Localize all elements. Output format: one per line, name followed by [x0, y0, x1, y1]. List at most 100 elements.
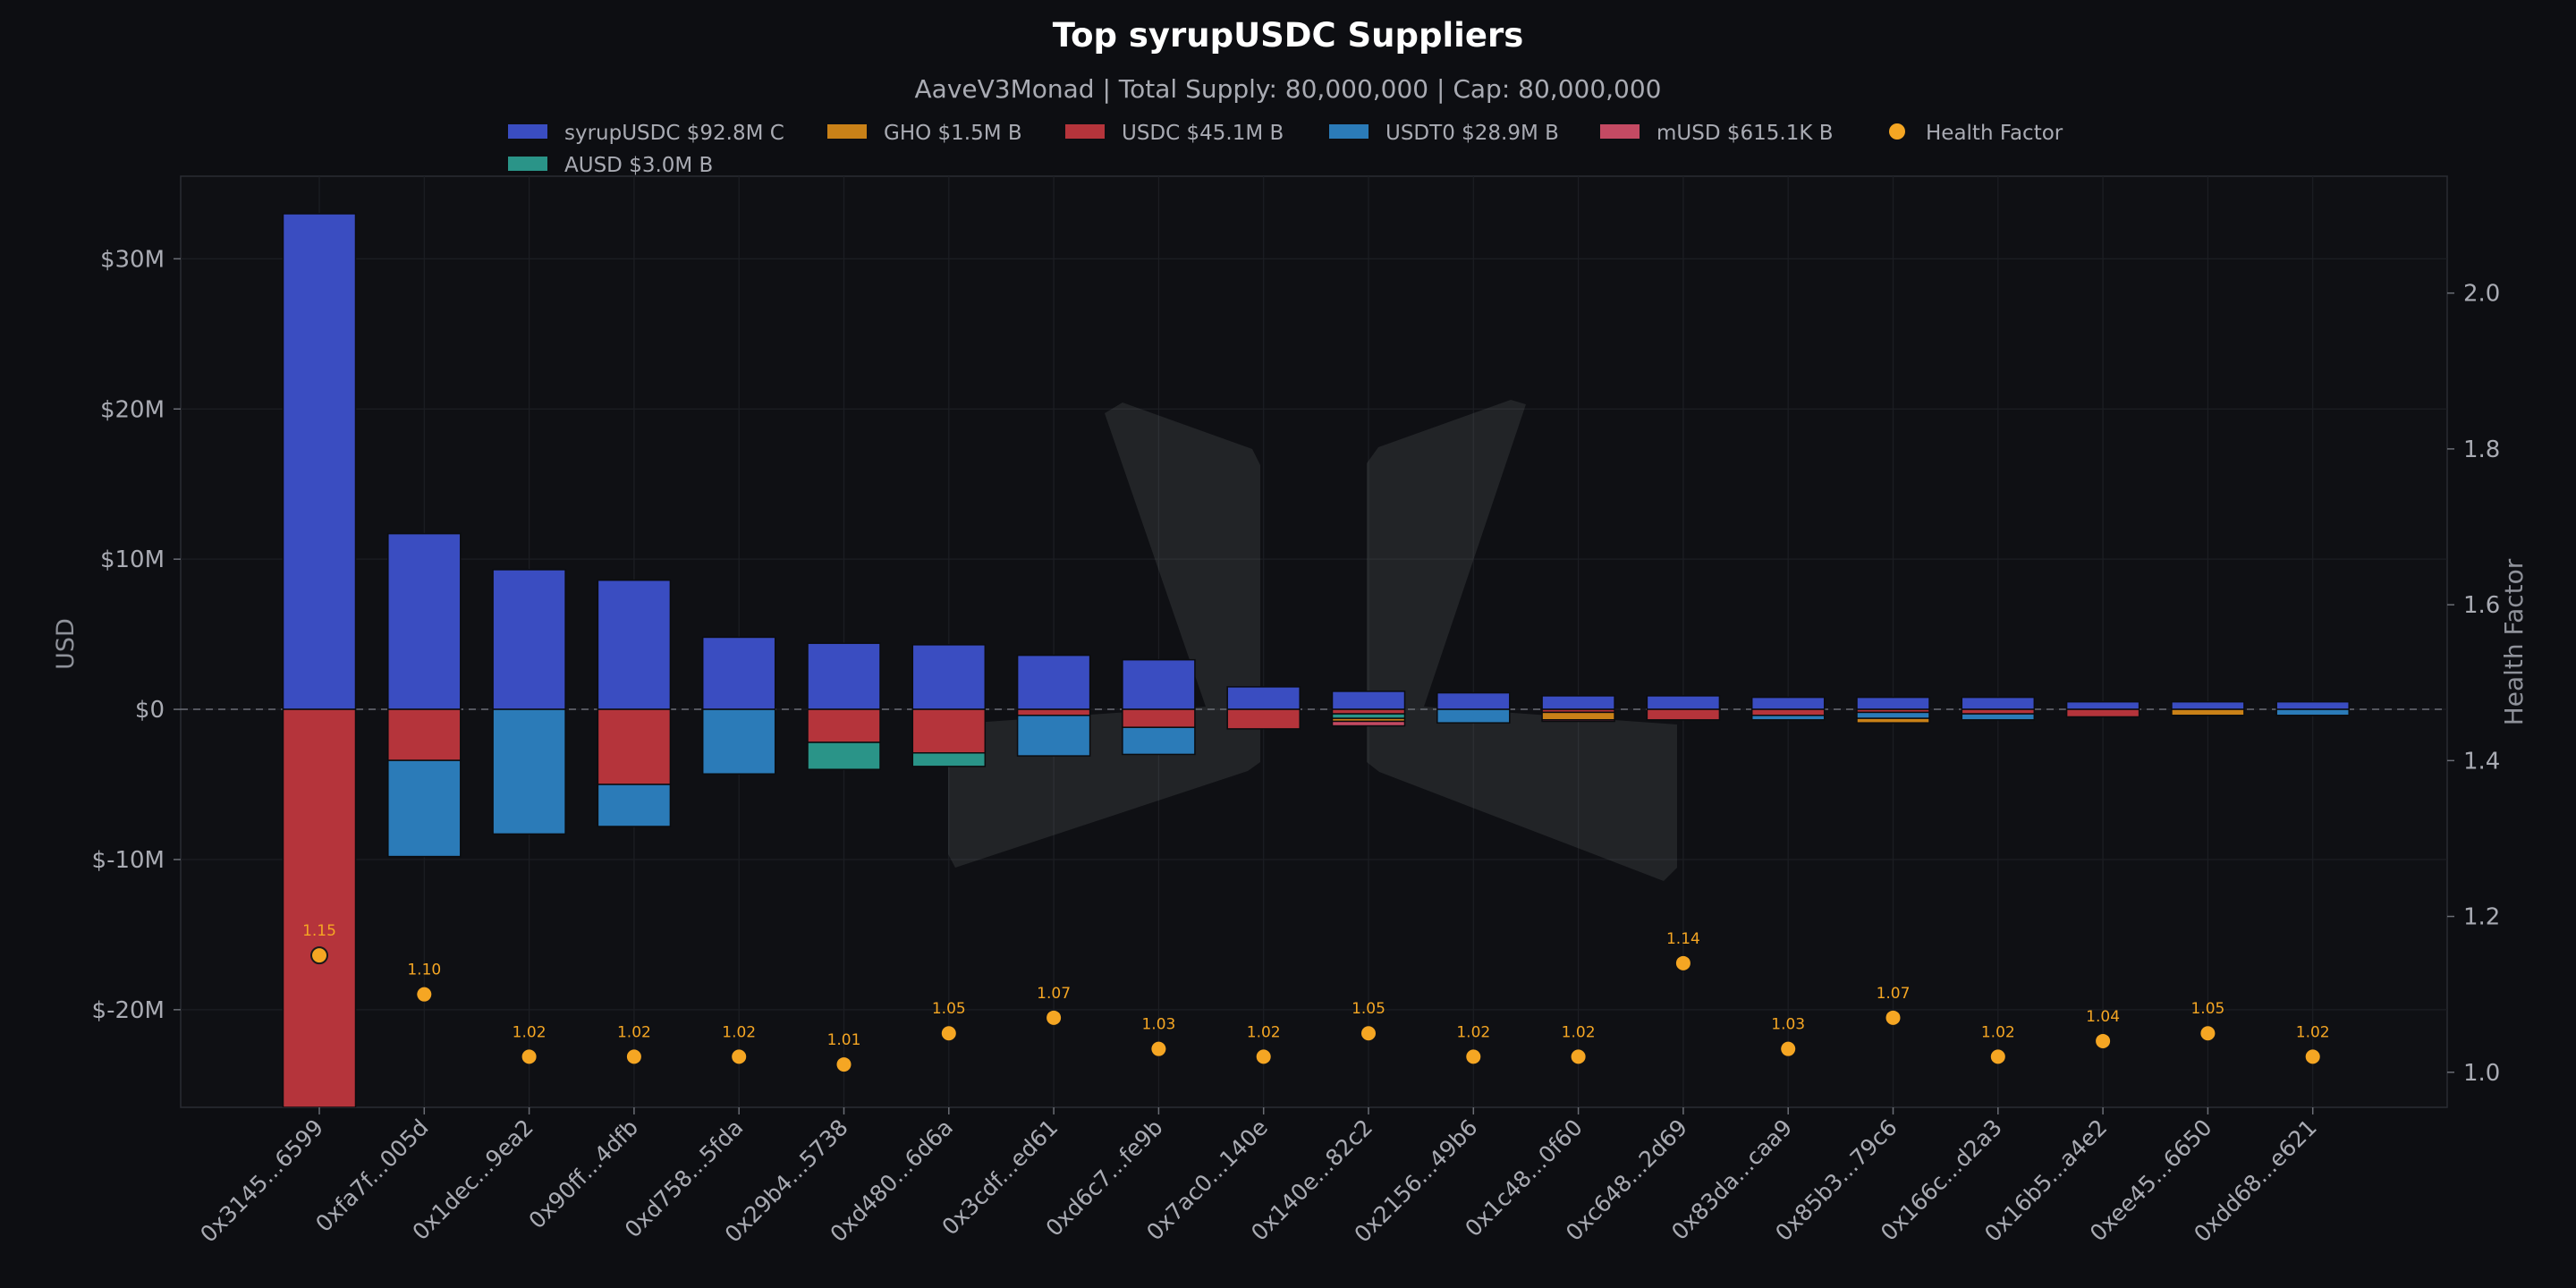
legend-swatch-usdt0	[1329, 124, 1368, 139]
bar-usdc-6	[911, 708, 987, 754]
health-factor-label: 1.05	[1352, 1000, 1385, 1018]
bar-usdc-3	[597, 708, 672, 785]
bar-usdc-10	[1331, 708, 1406, 715]
bar-syrupusdc-9	[1226, 686, 1301, 710]
y2-axis-title: Health Factor	[2499, 558, 2529, 725]
legend-label-ausd: AUSD $3.0M B	[564, 154, 713, 177]
bar-usdt0-15	[1856, 711, 1930, 719]
health-factor-point	[310, 946, 328, 965]
legend-label-usdc: USDC $45.1M B	[1122, 122, 1284, 145]
health-factor-label: 1.10	[407, 962, 441, 979]
bar-gho-18	[2171, 708, 2245, 716]
bar-musd-12	[1541, 719, 1615, 723]
bar-ausd-10	[1331, 713, 1406, 719]
bar-syrupusdc-12	[1541, 695, 1615, 710]
bar-gho-15	[1856, 717, 1930, 724]
health-factor-label: 1.05	[932, 1000, 966, 1018]
health-factor-point	[1466, 1049, 1481, 1064]
health-factor-point	[1151, 1041, 1166, 1056]
bar-syrupusdc-6	[911, 644, 987, 710]
bar-syrupusdc-3	[597, 579, 672, 710]
bar-syrupusdc-18	[2171, 700, 2245, 710]
health-factor-point	[521, 1049, 537, 1064]
y-axis-ticks: $30M $20M $10M $0 $-10M $-20M	[92, 246, 181, 1024]
health-factor-label: 1.02	[1562, 1023, 1596, 1041]
watermark-logo-right-stroke	[1367, 400, 1677, 881]
bar-syrupusdc-11	[1436, 691, 1511, 710]
bar-syrupusdc-14	[1750, 696, 1826, 710]
bar-syrupusdc-0	[282, 213, 357, 710]
health-factor-point	[626, 1049, 641, 1064]
health-factor-label: 1.04	[2086, 1008, 2120, 1026]
bar-syrupusdc-7	[1016, 654, 1091, 710]
y2-tick-label: 2.0	[2463, 281, 2500, 308]
bar-syrupusdc-15	[1856, 696, 1930, 710]
health-factor-label: 1.03	[1771, 1016, 1805, 1034]
bar-usdc-17	[2065, 708, 2140, 718]
health-factor-point	[1361, 1026, 1376, 1041]
health-factor-point	[836, 1057, 852, 1072]
y2-tick-label: 1.8	[2463, 436, 2500, 463]
y-axis-title: USD	[52, 618, 80, 670]
bar-group	[282, 213, 2350, 1107]
bar-usdc-13	[1646, 708, 1721, 721]
health-factor-label: 1.02	[617, 1023, 651, 1041]
bar-ausd-6	[911, 751, 987, 767]
y-tick-label: $-20M	[92, 997, 165, 1024]
health-factor-point	[1046, 1010, 1062, 1025]
bar-musd-10	[1331, 720, 1406, 727]
bar-gho-12	[1541, 711, 1615, 721]
health-factor-label: 1.02	[722, 1023, 756, 1041]
legend-swatch-usdc	[1065, 124, 1105, 139]
health-factor-point	[1885, 1010, 1901, 1025]
bar-syrupusdc-2	[492, 569, 566, 710]
health-factor-point	[1675, 955, 1690, 970]
bar-syrupusdc-13	[1646, 695, 1721, 710]
bar-syrupusdc-17	[2065, 700, 2140, 710]
health-factor-label: 1.07	[1037, 985, 1071, 1003]
health-factor-label: 1.02	[513, 1023, 547, 1041]
chart-subtitle: AaveV3Monad | Total Supply: 80,000,000 |…	[915, 74, 1662, 104]
health-factor-label: 1.02	[1981, 1023, 2015, 1041]
health-factor-point	[2200, 1026, 2216, 1041]
y-tick-label: $30M	[100, 246, 165, 273]
bar-usdc-9	[1226, 708, 1301, 730]
bar-syrupusdc-4	[701, 636, 776, 710]
bar-usdc-0	[282, 708, 357, 1107]
health-factor-label: 1.05	[2190, 1000, 2224, 1018]
legend-swatch-syrupusdc	[508, 124, 547, 139]
legend-marker-health-factor	[1889, 123, 1905, 140]
y2-tick-label: 1.4	[2463, 748, 2500, 775]
bar-ausd-5	[807, 741, 881, 770]
health-factor-point	[2096, 1033, 2111, 1048]
legend-label-musd: mUSD $615.1K B	[1657, 122, 1834, 145]
health-factor-label: 1.02	[1456, 1023, 1490, 1041]
bar-usdc-14	[1750, 708, 1826, 716]
chart-title: Top syrupUSDC Suppliers	[1053, 16, 1523, 55]
bar-usdc-5	[807, 708, 881, 743]
y2-axis-ticks: 2.0 1.8 1.6 1.4 1.2 1.0	[2447, 281, 2500, 1087]
y-tick-label: $10M	[100, 547, 165, 573]
bar-usdt0-8	[1122, 726, 1196, 756]
health-factor-point	[1990, 1049, 2005, 1064]
y2-tick-label: 1.6	[2463, 592, 2500, 619]
legend-swatch-musd	[1600, 124, 1640, 139]
health-factor-label: 1.15	[302, 922, 336, 940]
y-tick-label: $20M	[100, 396, 165, 423]
bar-syrupusdc-1	[387, 532, 462, 710]
health-factor-point	[941, 1026, 956, 1041]
health-factor-label: 1.02	[1247, 1023, 1281, 1041]
bar-usdt0-2	[492, 708, 566, 835]
bar-syrupusdc-8	[1122, 658, 1196, 710]
bar-syrupusdc-19	[2275, 700, 2350, 710]
legend: syrupUSDC $92.8M C GHO $1.5M B USDC $45.1M…	[508, 122, 2063, 177]
health-factor-point	[2305, 1049, 2320, 1064]
bar-usdt0-16	[1961, 713, 2036, 721]
bar-usdt0-3	[597, 784, 672, 827]
health-factor-label: 1.07	[1877, 985, 1911, 1003]
health-factor-label: 1.01	[827, 1031, 861, 1049]
bar-syrupusdc-5	[807, 642, 881, 710]
health-factor-point	[732, 1049, 747, 1064]
legend-label-usdt0: USDT0 $28.9M B	[1385, 122, 1559, 145]
